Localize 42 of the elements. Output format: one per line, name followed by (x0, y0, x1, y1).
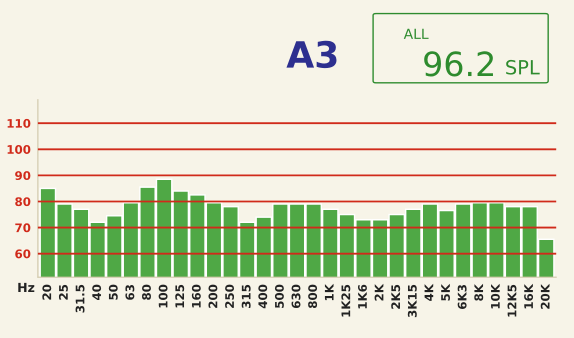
y-tick-label: 110 (8, 118, 30, 128)
x-tick-label: 20 (42, 284, 52, 300)
x-tick-label: 25 (58, 284, 68, 300)
x-tick-label: 50 (108, 284, 118, 300)
x-tick-label: 160 (192, 284, 201, 308)
text: A3 (286, 40, 336, 68)
x-tick-label: 8K (474, 284, 484, 301)
x-tick-label: 40 (92, 284, 102, 300)
x-tick-label: 10K (490, 284, 500, 308)
y-tick-label: 90 (15, 171, 30, 180)
x-tick-label: 1K6 (358, 284, 367, 308)
text: 96.2 (424, 51, 493, 77)
x-tick-label: 1K25 (341, 284, 350, 317)
x-tick-label: 500 (274, 284, 284, 308)
x-tick-label: 5K (441, 284, 450, 301)
x-tick-label: 100 (158, 284, 168, 308)
x-tick-label: 16K (524, 284, 534, 308)
x-tick-label: 400 (258, 284, 268, 308)
x-tick-label: 1K (324, 284, 334, 300)
x-tick-label: 4K (424, 284, 434, 301)
x-tick-label: 31.5 (76, 284, 85, 312)
x-tick-label: 800 (308, 284, 318, 308)
y-tick-label: 100 (8, 145, 30, 154)
text: ALL (404, 28, 429, 39)
x-tick-label: 250 (225, 284, 234, 308)
x-tick-label: 63 (125, 285, 134, 300)
y-tick-label: 70 (15, 223, 30, 232)
x-tick-label: 630 (292, 284, 300, 308)
y-tick-label: 60 (15, 249, 30, 258)
x-axis-title: Hz (18, 282, 34, 292)
y-tick-label: 80 (15, 197, 30, 206)
x-tick-label: 80 (142, 284, 151, 300)
x-tick-label: 3K15 (408, 284, 417, 318)
x-tick-label: 6K3 (458, 285, 467, 309)
text: SPL (506, 60, 540, 75)
x-tick-label: 125 (175, 284, 184, 308)
x-tick-label: 200 (208, 284, 218, 308)
x-tick-label: 2K (374, 284, 384, 301)
x-tick-label: 20K (540, 284, 550, 309)
x-tick-label: 12K5 (508, 284, 516, 317)
x-tick-label: 315 (242, 284, 251, 308)
x-tick-label: 2K5 (391, 284, 400, 309)
